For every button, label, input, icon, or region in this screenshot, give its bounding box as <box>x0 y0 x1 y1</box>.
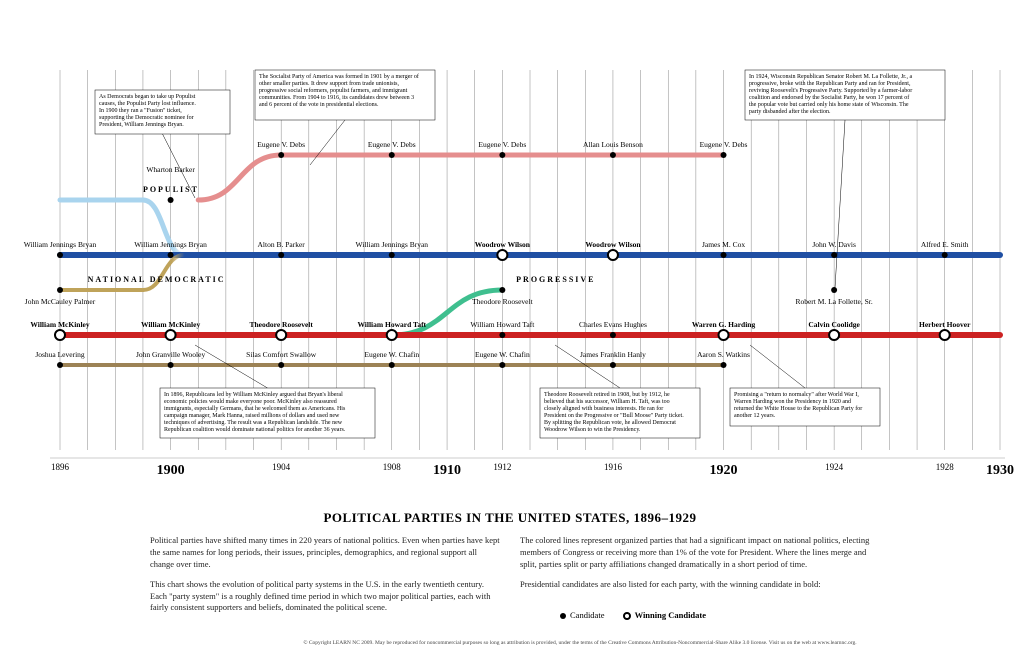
description-left: Political parties have shifted many time… <box>150 535 500 622</box>
svg-text:1916: 1916 <box>604 462 623 472</box>
svg-text:communities. From 1904 to 1916: communities. From 1904 to 1916, its cand… <box>259 95 414 101</box>
svg-text:returned the White House to th: returned the White House to the Republic… <box>734 405 862 412</box>
svg-text:1896: 1896 <box>51 462 70 472</box>
svg-text:John Granville Wooley: John Granville Wooley <box>136 350 205 359</box>
svg-text:1928: 1928 <box>936 462 955 472</box>
svg-text:William Jennings Bryan: William Jennings Bryan <box>134 240 207 249</box>
svg-text:William McKinley: William McKinley <box>141 320 200 329</box>
svg-text:progressive social reformers,: progressive social reformers, populist f… <box>259 87 408 94</box>
svg-text:1912: 1912 <box>493 462 511 472</box>
svg-text:John McCauley Palmer: John McCauley Palmer <box>25 297 96 306</box>
svg-text:Warren G. Harding: Warren G. Harding <box>692 320 756 329</box>
svg-text:1900: 1900 <box>157 463 185 478</box>
svg-text:In 1900 they ran a "Fusion" ti: In 1900 they ran a "Fusion" ticket, <box>99 108 182 114</box>
candidate-dot-icon <box>560 613 566 619</box>
svg-text:other smaller parties. It drew: other smaller parties. It drew support f… <box>259 80 399 87</box>
svg-text:Woodrow Wilson to win the Pres: Woodrow Wilson to win the Presidency. <box>544 427 641 433</box>
svg-text:Theodore Roosevelt: Theodore Roosevelt <box>249 320 313 329</box>
svg-text:Eugene V. Debs: Eugene V. Debs <box>700 140 748 149</box>
svg-text:William Jennings Bryan: William Jennings Bryan <box>355 240 428 249</box>
svg-text:The Socialist Party of America: The Socialist Party of America was forme… <box>259 73 419 80</box>
svg-text:economic policies would make e: economic policies would make everyone po… <box>164 399 337 405</box>
svg-text:closely aligned with business: closely aligned with business interests.… <box>544 405 663 412</box>
svg-text:Charles Evans Hughes: Charles Evans Hughes <box>579 320 647 329</box>
svg-text:Alton B. Parker: Alton B. Parker <box>258 240 306 249</box>
svg-text:Alfred E. Smith: Alfred E. Smith <box>921 240 969 249</box>
svg-text:Theodore Roosevelt: Theodore Roosevelt <box>472 297 534 306</box>
svg-text:1910: 1910 <box>433 463 461 478</box>
svg-text:Eugene V. Debs: Eugene V. Debs <box>368 140 416 149</box>
svg-text:Theodore Roosevelt retired in: Theodore Roosevelt retired in 1908, but … <box>544 392 670 398</box>
svg-text:NATIONAL DEMOCRATIC: NATIONAL DEMOCRATIC <box>88 275 226 284</box>
svg-text:techniques of advertising. The: techniques of advertising. The result wa… <box>164 419 343 426</box>
svg-text:believed that his successor, W: believed that his successor, William H. … <box>544 398 670 405</box>
svg-text:Silas Comfort Swallow: Silas Comfort Swallow <box>246 350 317 359</box>
copyright-text: © Copyright LEARN NC 2009. May be reprod… <box>280 640 880 646</box>
svg-text:coalition and endorsed by the: coalition and endorsed by the Socialist … <box>749 94 909 101</box>
svg-text:In 1896, Republicans led by Wi: In 1896, Republicans led by William McKi… <box>164 392 343 398</box>
svg-text:Promising a "return to normalc: Promising a "return to normalcy" after W… <box>734 391 859 398</box>
svg-text:Republican coalition would dom: Republican coalition would dominate nati… <box>164 426 346 433</box>
svg-text:Eugene V. Debs: Eugene V. Debs <box>478 140 526 149</box>
svg-text:As Democrats began to take up: As Democrats began to take up Populist <box>99 94 196 100</box>
svg-text:1924: 1924 <box>825 462 844 472</box>
svg-text:1930: 1930 <box>986 463 1014 478</box>
svg-text:supporting the Democratic nomi: supporting the Democratic nominee for <box>99 114 194 121</box>
svg-text:1904: 1904 <box>272 462 291 472</box>
svg-text:Joshua Levering: Joshua Levering <box>35 350 85 359</box>
svg-text:Eugene W. Chafin: Eugene W. Chafin <box>364 350 419 359</box>
svg-text:John W. Davis: John W. Davis <box>812 240 856 249</box>
svg-text:and 6 percent of the vote in p: and 6 percent of the vote in presidentia… <box>259 101 379 108</box>
svg-text:President, William Jennings Br: President, William Jennings Bryan. <box>99 122 184 128</box>
svg-text:Allan Louis Benson: Allan Louis Benson <box>583 140 643 149</box>
svg-text:Herbert Hoover: Herbert Hoover <box>919 320 971 329</box>
svg-text:progressive, broke with the Re: progressive, broke with the Republican P… <box>749 80 911 87</box>
winner-ring-icon <box>623 612 631 620</box>
svg-text:PROGRESSIVE: PROGRESSIVE <box>516 275 595 284</box>
svg-text:President on the Progressive o: President on the Progressive or "Bull Mo… <box>544 413 684 419</box>
svg-text:immigrants, especially Germans: immigrants, especially Germans, that he … <box>164 406 346 412</box>
legend: Candidate Winning Candidate <box>560 610 722 620</box>
svg-text:Woodrow Wilson: Woodrow Wilson <box>585 240 641 249</box>
svg-text:1920: 1920 <box>710 463 738 478</box>
svg-text:William Jennings Bryan: William Jennings Bryan <box>24 240 97 249</box>
svg-text:Robert M. La Follette, Sr.: Robert M. La Follette, Sr. <box>795 297 872 306</box>
svg-text:party disbanded after the elec: party disbanded after the election. <box>749 108 831 115</box>
svg-text:Wharton Barker: Wharton Barker <box>146 165 195 174</box>
svg-text:Warren Harding won the Preside: Warren Harding won the Presidency in 192… <box>734 399 851 405</box>
svg-text:campaign manager, Mark Hanna,: campaign manager, Mark Hanna, raised mil… <box>164 412 340 419</box>
svg-text:William Howard Taft: William Howard Taft <box>470 320 535 329</box>
description-right: The colored lines represent organized pa… <box>520 535 870 599</box>
svg-text:causes, the Populist Party los: causes, the Populist Party lost influenc… <box>99 100 196 107</box>
svg-text:Aaron S. Watkins: Aaron S. Watkins <box>697 350 750 359</box>
svg-text:reviving Roosevelt's Progressi: reviving Roosevelt's Progressive Party. … <box>749 87 912 94</box>
svg-text:James Franklin Hanly: James Franklin Hanly <box>580 350 646 359</box>
svg-text:Calvin Coolidge: Calvin Coolidge <box>808 320 860 329</box>
svg-text:By splitting the Republican vo: By splitting the Republican vote, he all… <box>544 420 676 426</box>
svg-text:In 1924, Wisconsin Republican: In 1924, Wisconsin Republican Senator Ro… <box>749 74 912 80</box>
chart-title: POLITICAL PARTIES IN THE UNITED STATES, … <box>0 510 1020 526</box>
svg-text:James M. Cox: James M. Cox <box>702 240 745 249</box>
svg-text:Woodrow Wilson: Woodrow Wilson <box>475 240 531 249</box>
svg-text:another 12 years.: another 12 years. <box>734 413 776 419</box>
svg-text:William Howard Taft: William Howard Taft <box>357 320 426 329</box>
svg-text:1908: 1908 <box>383 462 402 472</box>
svg-text:Eugene V. Debs: Eugene V. Debs <box>257 140 305 149</box>
svg-text:the popular vote but carried o: the popular vote but carried only his ho… <box>749 101 909 108</box>
svg-text:Eugene W. Chafin: Eugene W. Chafin <box>475 350 530 359</box>
svg-text:William McKinley: William McKinley <box>30 320 89 329</box>
